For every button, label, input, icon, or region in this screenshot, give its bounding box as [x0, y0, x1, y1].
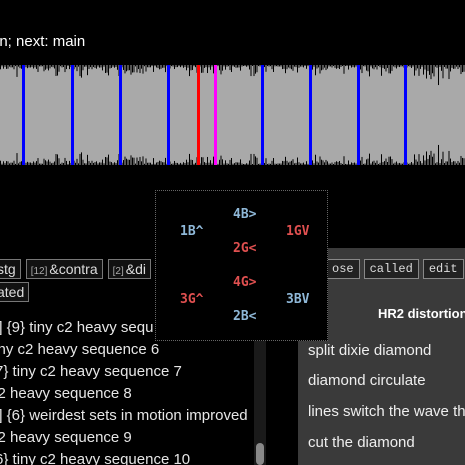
list-item[interactable]: {6} tiny c2 heavy sequence 10 [0, 451, 191, 465]
playhead-marker [197, 65, 200, 165]
filter-chip[interactable]: [12] &contra [25, 259, 103, 279]
audio-waveform[interactable] [0, 65, 465, 165]
beat-marker [309, 65, 312, 165]
waveform-graphic [0, 65, 465, 165]
call-item[interactable]: lines switch the wave thru [308, 403, 465, 420]
beat-marker [119, 65, 122, 165]
choose-button[interactable]: ose [326, 259, 360, 279]
dancer-1g: 1GV [286, 224, 310, 239]
beat-marker [404, 65, 407, 165]
dancer-2g: 2G< [233, 241, 257, 256]
sequence-list: 7] {9} tiny c2 heavy sequ tiny c2 heavy … [0, 317, 260, 465]
call-item[interactable]: diamond circulate [308, 372, 426, 389]
dancer-4g: 4G> [233, 275, 257, 290]
filter-chip[interactable]: ated [0, 282, 30, 302]
beat-marker [71, 65, 74, 165]
status-text: in; next: main [0, 33, 86, 50]
call-item[interactable]: split dixie diamond [308, 342, 432, 359]
list-item[interactable]: c2 heavy sequence 9 [0, 429, 132, 446]
dancer-3g: 3G^ [180, 292, 204, 307]
beat-marker [167, 65, 170, 165]
scrollbar-thumb[interactable] [256, 443, 264, 465]
list-item[interactable]: 7] {9} tiny c2 heavy sequ [0, 319, 154, 336]
call-item[interactable]: cut the diamond [308, 434, 415, 451]
beat-marker [357, 65, 360, 165]
called-button[interactable]: called [363, 259, 419, 279]
list-item[interactable]: c2 heavy sequence 8 [0, 385, 132, 402]
beat-marker [22, 65, 25, 165]
sequence-scrollbar[interactable] [254, 340, 266, 465]
panel-title: HR2 distortion [378, 306, 465, 321]
list-item[interactable]: tiny c2 heavy sequence 6 [0, 341, 160, 358]
filter-chip-row: stg [12] &contra [2] &di [0, 259, 151, 279]
beat-marker [261, 65, 264, 165]
list-item[interactable]: 8] {6} weirdest sets in motion improved [0, 407, 248, 424]
section-marker [214, 65, 217, 165]
filter-chip[interactable]: stg [0, 259, 21, 279]
dancer-4b: 4B> [233, 207, 257, 222]
list-item[interactable]: {7} tiny c2 heavy sequence 7 [0, 363, 182, 380]
edit-button[interactable]: edit [422, 259, 464, 279]
panel-toolbar: ose called edit i [326, 259, 465, 279]
formation-popup: 1B^ 4B> 1GV 2G< 4G> 3G^ 3BV 2B< [155, 190, 328, 341]
dancer-3b: 3BV [286, 292, 310, 307]
filter-chip[interactable]: [2] &di [107, 259, 151, 279]
dancer-1b: 1B^ [180, 224, 204, 239]
dancer-2b: 2B< [233, 309, 257, 324]
